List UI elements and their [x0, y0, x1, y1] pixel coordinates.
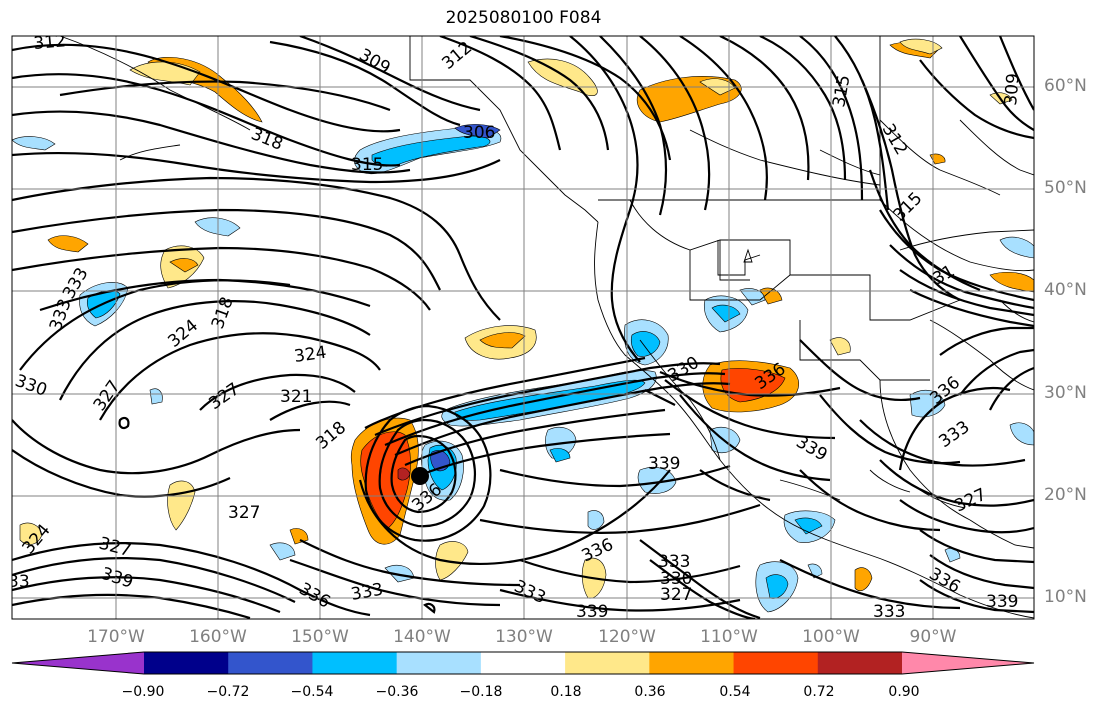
lon-label: 140°W [393, 627, 451, 647]
contour-label: 339 [576, 602, 608, 622]
map-content: 312 309 312 309 315 318 306 315 312 315 … [8, 31, 1034, 622]
contour-label: 339 [986, 592, 1018, 612]
contour-label: 321 [280, 387, 312, 407]
colorbar-tick-label: 0.72 [803, 684, 835, 700]
colorbar-tick-label: −0.72 [206, 684, 250, 700]
colorbar-segment [144, 652, 229, 674]
contour-label: 309 [1001, 72, 1024, 106]
lon-label: 110°W [700, 627, 758, 647]
colorbar-tick-label: −0.18 [459, 684, 503, 700]
contour-label: 306 [463, 123, 495, 143]
colorbar-tick-label: −0.54 [290, 684, 334, 700]
lat-label: 50°N [1044, 178, 1087, 198]
colorbar-segment [396, 652, 482, 674]
contour-label: 327 [228, 503, 260, 523]
colorbar-tick-label: 0.18 [550, 684, 582, 700]
colorbar-outline [11, 651, 1035, 675]
colorbar-segment [649, 652, 735, 674]
contour-label: 312 [33, 31, 67, 54]
storm-center-marker [411, 467, 429, 485]
colorbar-tick-label: 0.36 [634, 684, 666, 700]
contour-label: 327 [660, 585, 692, 605]
positive-anomaly-shading [19, 38, 1034, 599]
lon-label: 150°W [291, 627, 349, 647]
lon-label: 90°W [909, 627, 957, 647]
colorbar-segment [312, 652, 398, 674]
colorbar-tick-label: −0.90 [121, 684, 165, 700]
map-frame [11, 35, 1035, 620]
contour-label: 330 [660, 569, 692, 589]
colorbar-tick-label: −0.36 [375, 684, 419, 700]
colorbar-segment [817, 652, 903, 674]
lon-label: 130°W [495, 627, 553, 647]
colorbar-segment [733, 652, 819, 674]
contour-label: 315 [351, 155, 383, 175]
lat-label: 60°N [1044, 76, 1087, 96]
lon-label: 120°W [598, 627, 656, 647]
contour-label: 324 [293, 343, 328, 367]
colorbar-tick-label: 0.90 [888, 684, 920, 700]
figure-title: 2025080100 F084 [445, 8, 602, 28]
colorbar-extend-low [12, 652, 144, 674]
lat-label: 20°N [1044, 485, 1087, 505]
contour-label: 333 [658, 552, 690, 572]
colorbar [11, 651, 1035, 675]
contour-label: 33 [8, 572, 30, 592]
colorbar-extend-high [902, 652, 1034, 674]
lon-label: 100°W [802, 627, 860, 647]
lon-label: 170°W [87, 627, 145, 647]
lat-label: 10°N [1044, 587, 1087, 607]
colorbar-segment [480, 652, 566, 674]
lat-lon-grid [12, 36, 1034, 619]
colorbar-tick-label: 0.54 [719, 684, 751, 700]
lat-label: 40°N [1044, 280, 1087, 300]
lat-label: 30°N [1044, 383, 1087, 403]
contour-label: 339 [648, 454, 680, 474]
colorbar-segment [565, 652, 650, 674]
contour-label: 333 [873, 602, 905, 622]
theta-contours [12, 36, 1034, 619]
lon-label: 160°W [189, 627, 247, 647]
colorbar-segment [228, 652, 313, 674]
